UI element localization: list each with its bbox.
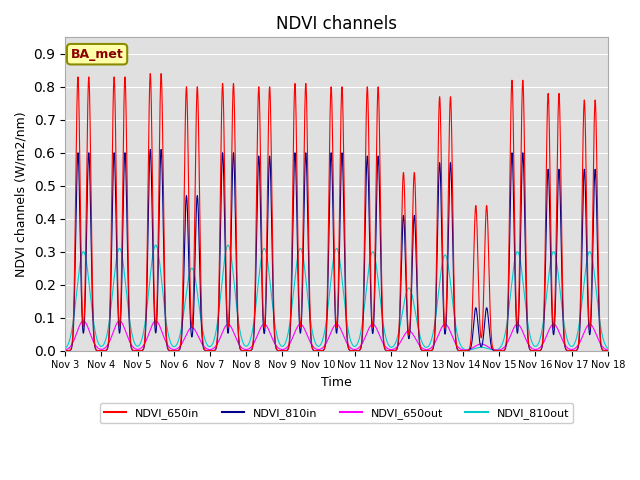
NDVI_810out [152,242,159,248]
NDVI_810out [602,343,610,349]
NDVI_810in [460,348,467,353]
NDVI_650out [264,326,272,332]
NDVI_650in [488,344,496,349]
Line: NDVI_650out: NDVI_650out [65,321,608,350]
NDVI_650in [602,348,610,353]
NDVI_810out [61,346,69,351]
NDVI_810out [464,347,472,353]
Line: NDVI_650in: NDVI_650in [65,73,608,350]
Y-axis label: NDVI channels (W/m2/nm): NDVI channels (W/m2/nm) [15,111,28,277]
NDVI_810in [177,337,185,343]
NDVI_810in [412,228,419,233]
NDVI_810out [177,325,185,331]
NDVI_650out [461,347,469,353]
Legend: NDVI_650in, NDVI_810in, NDVI_650out, NDVI_810out: NDVI_650in, NDVI_810in, NDVI_650out, NDV… [100,403,573,423]
NDVI_650out [79,318,87,324]
NDVI_650in [264,121,272,127]
NDVI_810out [412,310,419,315]
NDVI_650out [177,341,185,347]
NDVI_650out [172,347,180,352]
NDVI_650in [412,190,419,195]
NDVI_650in [61,348,69,353]
NDVI_810in [489,347,497,352]
X-axis label: Time: Time [321,376,352,389]
Text: BA_met: BA_met [70,48,124,60]
NDVI_810in [61,348,69,353]
NDVI_650out [489,346,497,352]
NDVI_810in [264,181,272,187]
NDVI_810out [172,343,180,349]
NDVI_810in [147,146,154,152]
Title: NDVI channels: NDVI channels [276,15,397,33]
NDVI_810in [172,348,180,353]
NDVI_650in [604,348,612,353]
NDVI_810in [602,348,610,353]
Line: NDVI_810in: NDVI_810in [65,149,608,350]
NDVI_650in [172,348,180,353]
NDVI_810in [604,348,612,353]
NDVI_650out [61,347,69,353]
NDVI_650out [412,336,419,341]
NDVI_650in [177,330,185,336]
NDVI_650in [147,71,154,76]
NDVI_810out [489,347,497,353]
NDVI_650out [602,347,610,352]
NDVI_810out [264,265,272,271]
Line: NDVI_810out: NDVI_810out [65,245,608,350]
NDVI_650out [604,347,612,353]
NDVI_810out [604,346,612,351]
